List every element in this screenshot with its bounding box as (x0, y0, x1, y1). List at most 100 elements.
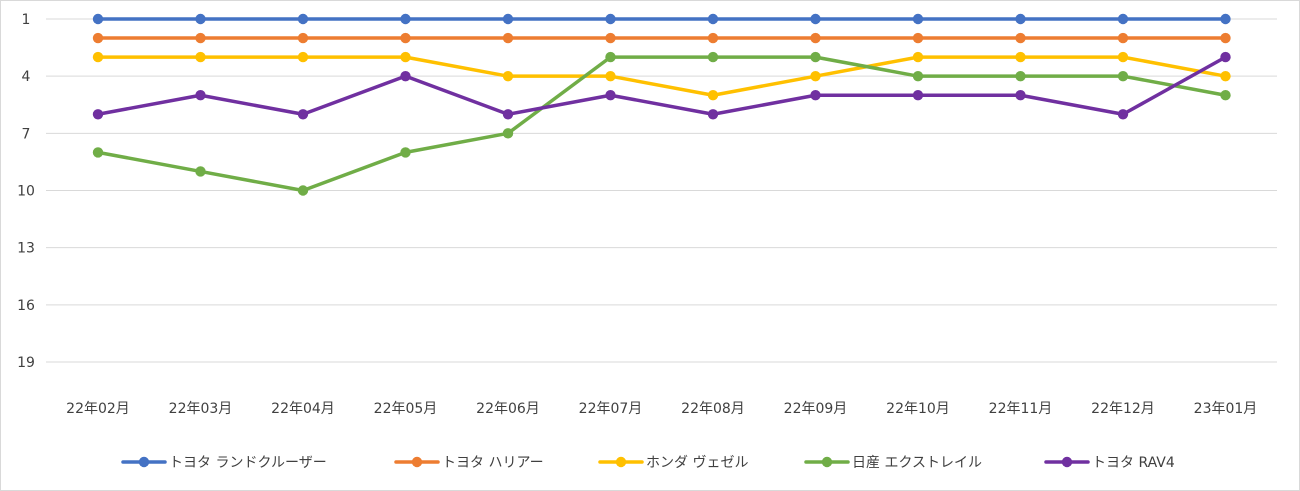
data-point (1015, 70, 1026, 82)
data-point (195, 32, 206, 44)
x-tick-label: 22年02月 (66, 401, 130, 417)
data-point (912, 90, 924, 101)
legend-item[interactable]: ホンダ ヴェゼル (598, 454, 748, 471)
data-point (195, 13, 206, 25)
data-point (92, 147, 104, 158)
legend-item[interactable]: トヨタ ハリアー (394, 455, 544, 471)
data-point (400, 13, 411, 25)
x-tick-label: 22年06月 (476, 401, 540, 417)
data-point (1220, 13, 1231, 25)
y-axis-ticks: 1 4 7 10 13 16 19 (17, 12, 35, 371)
y-tick-label: 4 (22, 69, 31, 85)
data-point (195, 166, 206, 177)
x-tick-label: 22年09月 (784, 401, 848, 417)
data-point (92, 51, 104, 63)
y-tick-label: 16 (17, 298, 35, 314)
data-point (1117, 109, 1129, 120)
x-axis-ticks: 22年02月 22年03月 22年04月 22年05月 22年06月 22年07月 22年0… (66, 401, 1257, 417)
legend-item[interactable]: トヨタ ランドクルーザー (121, 455, 327, 471)
x-tick-label: 22年03月 (169, 401, 233, 417)
data-point (605, 51, 616, 63)
data-point (502, 109, 514, 120)
data-point (707, 13, 719, 25)
series-line (96, 55, 1228, 117)
data-point (1220, 70, 1231, 82)
data-point (912, 51, 924, 63)
data-point (605, 90, 616, 101)
data-point (1220, 51, 1231, 63)
data-point (297, 109, 309, 120)
data-point (195, 90, 206, 101)
series-5 (92, 51, 1231, 120)
legend-swatch-marker (821, 456, 833, 468)
y-tick-label: 10 (17, 184, 35, 200)
data-point (92, 32, 104, 44)
y-tick-label: 13 (17, 241, 35, 257)
series-line (96, 55, 1228, 193)
data-point (92, 13, 104, 25)
series-line (96, 55, 1228, 97)
x-tick-label: 22年10月 (886, 401, 950, 417)
data-point (912, 32, 924, 44)
x-tick-label: 22年12月 (1091, 401, 1155, 417)
legend-label: ホンダ ヴェゼル (646, 454, 748, 471)
legend-item[interactable]: 日産 エクストレイル (804, 455, 982, 471)
y-tick-label: 19 (17, 355, 35, 371)
data-point (400, 147, 411, 158)
data-point (1015, 90, 1026, 101)
legend-label: 日産 エクストレイル (852, 455, 982, 471)
series-3 (92, 51, 1231, 101)
y-tick-label: 1 (22, 12, 31, 28)
series-2 (92, 32, 1231, 44)
data-point (707, 90, 719, 101)
data-point (195, 51, 206, 63)
data-point (297, 185, 309, 196)
data-point (707, 32, 719, 44)
legend-swatch-marker (411, 456, 423, 468)
legend-item[interactable]: トヨタ RAV4 (1044, 455, 1175, 471)
x-tick-label: 22年07月 (579, 401, 643, 417)
data-point (810, 13, 821, 25)
data-point (502, 70, 514, 82)
data-point (297, 32, 309, 44)
data-point (400, 51, 411, 63)
data-point (912, 13, 924, 25)
data-point (502, 128, 514, 139)
data-point (912, 70, 924, 82)
data-point (1015, 32, 1026, 44)
data-point (1220, 32, 1231, 44)
data-point (502, 13, 514, 25)
data-point (707, 109, 719, 120)
data-point (1220, 90, 1231, 101)
legend-swatch-marker (615, 456, 627, 468)
data-point (810, 70, 821, 82)
data-point (605, 70, 616, 82)
data-point (92, 109, 104, 120)
data-point (810, 90, 821, 101)
legend-label: トヨタ ランドクルーザー (169, 455, 327, 471)
y-tick-label: 7 (22, 126, 31, 142)
legend-label: トヨタ ハリアー (442, 455, 544, 471)
data-point (605, 32, 616, 44)
x-tick-label: 22年04月 (271, 401, 335, 417)
legend-swatch-marker (138, 456, 150, 468)
data-point (297, 51, 309, 63)
series-lines (92, 13, 1231, 196)
data-point (1117, 32, 1129, 44)
x-tick-label: 22年08月 (681, 401, 745, 417)
data-point (400, 70, 411, 82)
gridlines (46, 18, 1277, 363)
x-tick-label: 23年01月 (1194, 401, 1258, 417)
data-point (605, 13, 616, 25)
data-point (810, 51, 821, 63)
series-4 (92, 51, 1231, 196)
data-point (1117, 13, 1129, 25)
data-point (1015, 51, 1026, 63)
data-point (810, 32, 821, 44)
data-point (707, 51, 719, 63)
series-1 (92, 13, 1231, 25)
data-point (1117, 51, 1129, 63)
legend-swatch-marker (1061, 456, 1073, 468)
data-point (1117, 70, 1129, 82)
